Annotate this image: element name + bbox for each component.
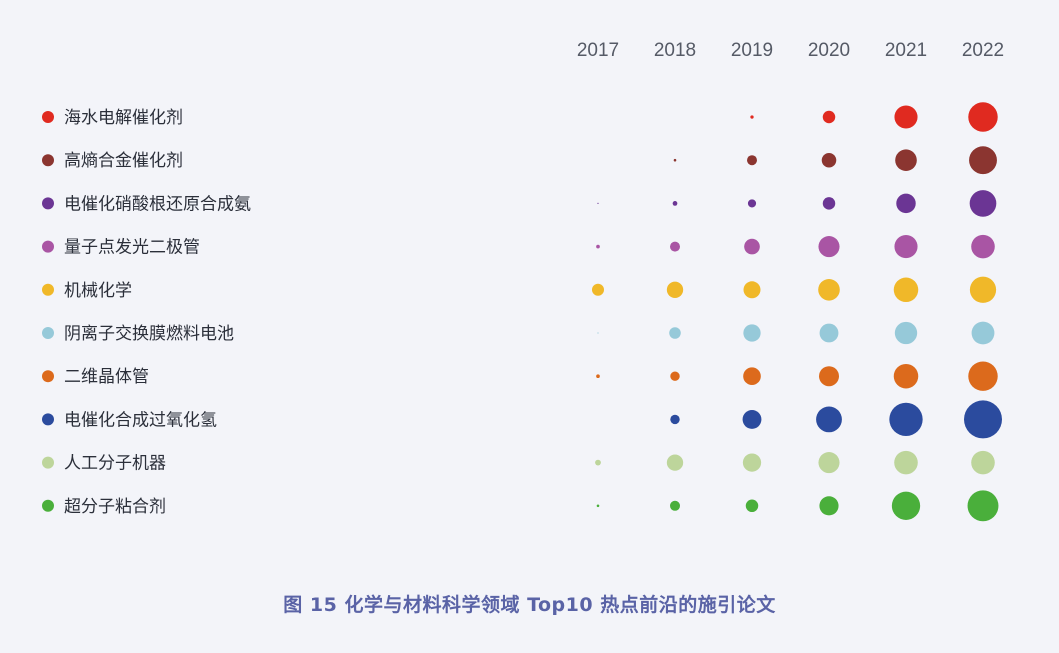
bubble <box>893 363 919 389</box>
chart-caption: 图 15 化学与材料科学领域 Top10 热点前沿的施引论文 <box>283 594 776 616</box>
bubble <box>670 241 680 252</box>
bubble <box>742 409 762 429</box>
bubble <box>597 332 599 334</box>
year-label: 2022 <box>962 40 1004 61</box>
bubble <box>891 491 921 520</box>
bubble <box>596 504 600 508</box>
bubble <box>669 327 681 339</box>
topic-label: 电催化合成过氧化氢 <box>64 410 217 430</box>
bubble <box>967 490 999 522</box>
bubble <box>744 238 760 255</box>
bubble <box>666 454 684 471</box>
legend-dot <box>42 240 54 253</box>
year-labels: 2017 2018 2019 2020 2021 2022 <box>577 40 1004 61</box>
bubble <box>670 371 680 381</box>
bubble <box>968 102 998 132</box>
bubble <box>666 281 684 298</box>
bubble <box>969 146 997 175</box>
year-label: 2020 <box>808 40 850 61</box>
topic-label: 超分子粘合剂 <box>64 497 166 517</box>
bubble <box>750 115 754 119</box>
bubble <box>968 361 998 391</box>
legend-dot <box>42 154 54 167</box>
topic-label: 人工分子机器 <box>64 454 166 474</box>
bubble <box>969 190 997 217</box>
bubbles <box>591 102 1002 522</box>
bubble <box>743 281 761 299</box>
bubble <box>893 277 919 303</box>
bubble <box>670 414 680 425</box>
bubble <box>819 323 839 343</box>
bubble <box>889 402 923 437</box>
legend-dot <box>42 283 54 296</box>
topic-label: 阴离子交换膜燃料电池 <box>64 324 234 344</box>
bubble <box>819 366 839 387</box>
legend-dot <box>42 327 54 339</box>
legend-dot <box>42 111 54 123</box>
bubble <box>596 374 600 379</box>
bubble <box>964 400 1002 439</box>
bubble <box>818 236 840 258</box>
bubble <box>743 324 761 342</box>
bubble <box>971 321 995 345</box>
bubble <box>747 155 757 166</box>
bubble <box>894 105 918 129</box>
topic-label: 高熵合金催化剂 <box>64 151 183 171</box>
bubble <box>822 197 836 210</box>
bubble <box>591 283 605 296</box>
bubble <box>670 500 680 511</box>
bubble <box>821 152 837 168</box>
bubble <box>673 158 677 162</box>
topic-label: 电催化硝酸根还原合成氨 <box>64 194 251 214</box>
year-label: 2019 <box>731 40 773 61</box>
bubble <box>743 367 761 386</box>
bubble <box>816 406 842 433</box>
legend-dot <box>42 197 54 210</box>
bubble <box>597 202 599 204</box>
topic-label: 二维晶体管 <box>64 367 149 387</box>
bubble <box>596 244 600 249</box>
bubble <box>894 321 918 345</box>
bubble <box>742 453 762 472</box>
bubble <box>896 193 916 214</box>
bubble <box>747 199 757 208</box>
bubble <box>969 276 997 303</box>
topic-label: 量子点发光二极管 <box>64 238 200 258</box>
bubble <box>971 450 995 475</box>
bubble <box>745 499 759 513</box>
bubble <box>819 496 839 516</box>
topic-label: 机械化学 <box>64 281 132 301</box>
legend-dot <box>42 456 54 469</box>
year-label: 2018 <box>654 40 696 61</box>
bubble <box>894 450 918 475</box>
legend-dot <box>42 370 54 383</box>
bubble <box>895 149 917 171</box>
topic-label: 海水电解催化剂 <box>64 108 183 128</box>
year-label: 2021 <box>885 40 927 61</box>
topic-rows: 海水电解催化剂高熵合金催化剂电催化硝酸根还原合成氨量子点发光二极管机械化学阴离子… <box>42 108 251 517</box>
bubble <box>894 235 918 259</box>
legend-dot <box>42 413 54 426</box>
legend-dot <box>42 499 54 512</box>
bubble <box>822 110 836 124</box>
bubble <box>595 459 601 466</box>
bubble <box>971 234 995 259</box>
bubble <box>818 452 840 474</box>
year-label: 2017 <box>577 40 619 61</box>
bubble <box>672 201 678 206</box>
bubble <box>818 279 840 301</box>
